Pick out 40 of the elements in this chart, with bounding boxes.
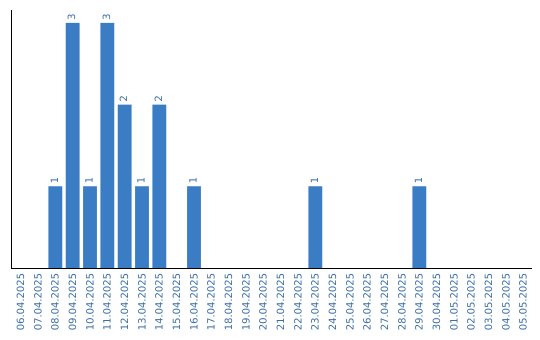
data-label: 2	[119, 95, 130, 102]
x-tick-label: 24.04.2025	[328, 273, 339, 330]
data-label: 1	[50, 176, 61, 184]
data-label: 3	[102, 14, 113, 20]
x-tick-label: 19.04.2025	[241, 273, 252, 330]
x-tick-label: 02.05.2025	[466, 273, 478, 330]
data-label: 1	[414, 176, 425, 184]
x-tick-label: 28.04.2025	[397, 273, 408, 330]
x-tick-label: 25.04.2025	[345, 273, 356, 330]
x-tick-label: 01.05.2025	[449, 273, 460, 330]
x-tick-label: 15.04.2025	[172, 273, 183, 330]
data-label: 1	[84, 176, 96, 184]
x-tick-label: 20.04.2025	[258, 273, 270, 330]
x-tick-label: 26.04.2025	[362, 273, 374, 330]
x-tick-label: 10.04.2025	[85, 273, 96, 330]
x-tick-label: 30.04.2025	[432, 273, 443, 330]
x-tick-label: 09.04.2025	[68, 273, 79, 330]
x-tick-label: 29.04.2025	[414, 273, 426, 330]
data-label: 1	[310, 176, 321, 184]
x-tick-label: 17.04.2025	[206, 273, 218, 330]
x-tick-label: 23.04.2025	[310, 273, 322, 330]
x-tick-label: 11.04.2025	[102, 273, 114, 330]
x-tick-label: 13.04.2025	[137, 273, 148, 330]
x-tick-label: 16.04.2025	[189, 273, 200, 330]
x-tick-label: 27.04.2025	[380, 273, 391, 330]
x-tick-label: 05.05.2025	[518, 273, 530, 330]
x-tick-label: 07.04.2025	[33, 273, 44, 330]
x-tick-label: 06.04.2025	[16, 273, 27, 330]
x-tick-label: 14.04.2025	[154, 273, 166, 330]
x-tick-label: 21.04.2025	[276, 273, 287, 330]
data-label: 1	[188, 176, 200, 184]
x-tick-label: 18.04.2025	[224, 273, 235, 330]
data-label: 1	[136, 176, 148, 184]
data-label: 3	[67, 14, 78, 20]
x-tick-label: 04.05.2025	[501, 273, 512, 330]
x-tick-label: 22.04.2025	[293, 273, 304, 330]
data-label: 2	[154, 95, 165, 102]
x-tick-label: 03.05.2025	[484, 273, 495, 330]
x-tick-label: 08.04.2025	[50, 273, 62, 330]
x-tick-label: 12.04.2025	[120, 273, 131, 330]
